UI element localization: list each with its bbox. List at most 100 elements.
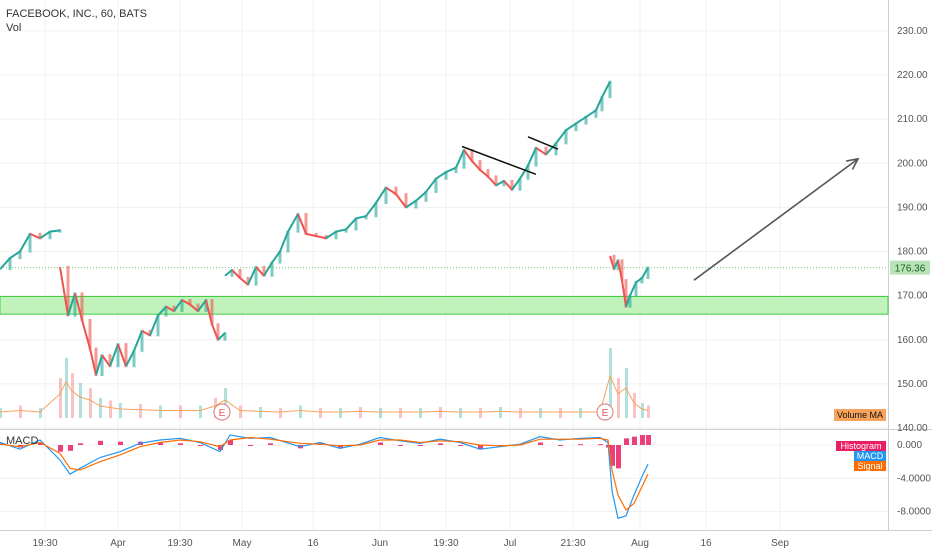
x-tick-label: 19:30 bbox=[32, 538, 57, 549]
price-candle bbox=[73, 292, 77, 317]
price-segment bbox=[445, 166, 457, 173]
macd-histogram-bar bbox=[538, 442, 543, 445]
volume-ma-line bbox=[0, 374, 649, 413]
price-candle bbox=[486, 168, 490, 178]
price-candle bbox=[634, 281, 638, 297]
price-candle bbox=[354, 217, 358, 231]
price-candle bbox=[444, 171, 448, 180]
price-candle bbox=[180, 299, 184, 313]
price-candle bbox=[620, 259, 624, 282]
x-tick-label: 19:30 bbox=[433, 538, 458, 549]
macd-histogram-bar bbox=[578, 444, 583, 446]
y-tick-label: 140.00 bbox=[897, 423, 928, 434]
x-tick-label: 19:30 bbox=[167, 538, 192, 549]
price-candle bbox=[246, 276, 250, 286]
price-segment bbox=[375, 186, 387, 204]
earnings-marker-label: E bbox=[602, 408, 609, 419]
volume-bar bbox=[359, 407, 362, 418]
volume-bar bbox=[159, 405, 162, 418]
macd-histogram-bar bbox=[218, 445, 223, 450]
price-candle bbox=[646, 266, 650, 279]
price-candle bbox=[574, 122, 578, 132]
price-segment bbox=[435, 171, 447, 180]
macd-legend-badge bbox=[836, 441, 886, 451]
x-tick-label: 21:30 bbox=[560, 538, 585, 549]
macd-histogram-bar bbox=[558, 445, 563, 446]
price-segment bbox=[405, 199, 417, 209]
volume-bar bbox=[179, 405, 182, 418]
price-candle bbox=[608, 80, 612, 99]
last-price-badge bbox=[890, 260, 930, 275]
axes: 230.00 220.00 210.00 200.00 190.00 180.00 170.… bbox=[32, 26, 931, 549]
y-tick-label: 210.00 bbox=[897, 114, 928, 125]
earnings-markers: E E Volume MA bbox=[213, 403, 886, 421]
macd-histogram-bar bbox=[616, 445, 621, 469]
price-candle bbox=[124, 343, 128, 368]
price-candle bbox=[28, 232, 32, 253]
price-candle bbox=[278, 250, 282, 264]
price-candle bbox=[612, 254, 616, 271]
price-candle bbox=[624, 279, 628, 308]
volume-bar bbox=[19, 405, 22, 418]
macd-histogram-bar bbox=[198, 445, 203, 446]
price-candle bbox=[314, 232, 318, 238]
price-candle bbox=[344, 228, 348, 233]
price-candle bbox=[462, 149, 466, 169]
price-segment bbox=[355, 215, 367, 220]
volume-label: Vol bbox=[6, 22, 22, 34]
price-segment bbox=[49, 229, 61, 233]
price-candle bbox=[544, 146, 548, 156]
price-segment bbox=[29, 232, 41, 240]
macd-histogram-bar bbox=[598, 444, 603, 446]
price-segment bbox=[565, 122, 577, 131]
price-candle bbox=[594, 109, 598, 118]
macd-legend-label: MACD bbox=[857, 451, 884, 461]
price-candle bbox=[66, 265, 70, 317]
macd-series-macd bbox=[0, 434, 649, 520]
volume-bar bbox=[579, 408, 582, 418]
volume-bar bbox=[439, 407, 442, 418]
macd-histogram-bar bbox=[38, 442, 43, 445]
x-tick-label: 16 bbox=[700, 538, 712, 549]
volume-bar bbox=[633, 393, 636, 418]
y-tick-label: 200.00 bbox=[897, 158, 928, 169]
price-candle bbox=[164, 305, 168, 317]
price-segment bbox=[287, 213, 299, 233]
x-tick-label: Aug bbox=[631, 538, 649, 549]
macd-histogram-bar bbox=[158, 442, 163, 445]
price-segment bbox=[585, 109, 597, 118]
volume-ma-badge bbox=[834, 409, 886, 421]
price-candle bbox=[296, 213, 300, 233]
volume-bar bbox=[609, 348, 612, 418]
price-candle bbox=[188, 299, 192, 306]
macd-histogram-bar bbox=[478, 445, 483, 450]
price-segment bbox=[19, 233, 31, 252]
price-candle bbox=[18, 250, 22, 260]
volume-bar bbox=[299, 405, 302, 418]
macd-histogram-bar bbox=[458, 445, 463, 446]
price-candle bbox=[334, 230, 338, 240]
volume-bar bbox=[119, 403, 122, 418]
volume-bar bbox=[519, 408, 522, 418]
x-tick-label: Apr bbox=[110, 538, 126, 549]
macd-y-tick-label: 0.000 bbox=[897, 440, 922, 451]
support-zone bbox=[0, 296, 889, 315]
trendline-1 bbox=[461, 145, 537, 175]
price-candle bbox=[88, 318, 92, 350]
price-candle bbox=[94, 347, 98, 377]
x-tick-label: 16 bbox=[307, 538, 319, 549]
price-candle bbox=[470, 149, 474, 163]
macd-histogram-bar bbox=[68, 445, 73, 451]
price-candle bbox=[48, 230, 52, 240]
macd-histogram-bar bbox=[624, 438, 629, 445]
volume-bar bbox=[39, 408, 42, 418]
macd-histogram-bar bbox=[418, 445, 423, 446]
price-candle bbox=[223, 332, 227, 341]
price-segment bbox=[315, 235, 327, 240]
price-candle bbox=[108, 354, 112, 368]
price-segment bbox=[555, 129, 567, 145]
macd-legend-badge bbox=[854, 461, 886, 471]
grid bbox=[0, 0, 932, 531]
price-segment bbox=[335, 228, 347, 233]
price-segment bbox=[365, 202, 377, 217]
